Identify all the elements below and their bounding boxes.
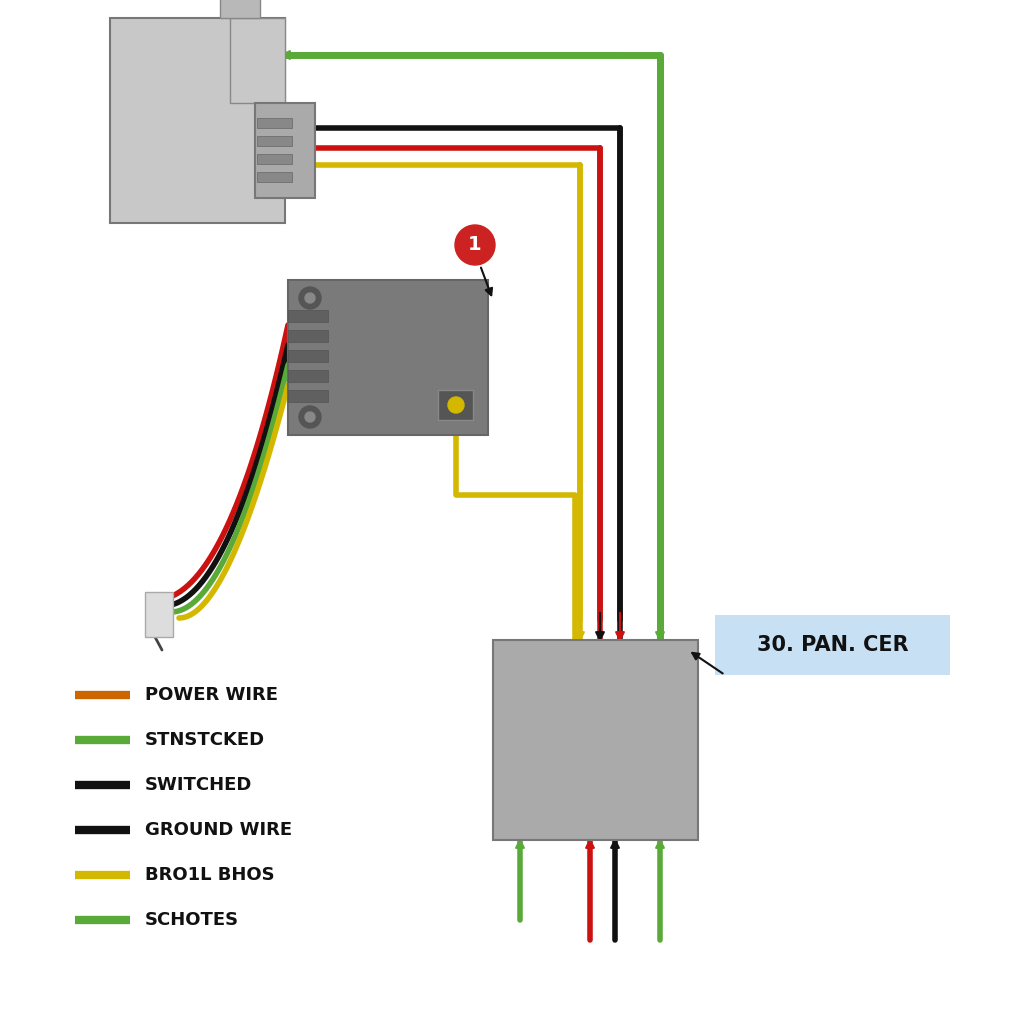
Bar xyxy=(110,18,285,223)
Circle shape xyxy=(455,225,495,265)
Circle shape xyxy=(305,412,315,422)
Bar xyxy=(493,640,698,840)
Text: 1: 1 xyxy=(468,236,482,255)
Text: BRO1L BHOS: BRO1L BHOS xyxy=(145,866,274,884)
Bar xyxy=(288,390,328,402)
Circle shape xyxy=(449,397,464,413)
Bar xyxy=(438,390,473,420)
Text: GROUND WIRE: GROUND WIRE xyxy=(145,821,292,839)
Bar xyxy=(715,615,950,675)
Circle shape xyxy=(299,287,321,309)
Circle shape xyxy=(305,293,315,303)
Text: POWER WIRE: POWER WIRE xyxy=(145,686,278,705)
Text: 30. PAN. CER: 30. PAN. CER xyxy=(757,635,908,655)
Bar xyxy=(257,154,292,164)
Bar xyxy=(257,172,292,182)
Text: SWITCHED: SWITCHED xyxy=(145,776,252,794)
Text: SCHOTES: SCHOTES xyxy=(145,911,240,929)
Bar xyxy=(145,592,173,637)
Bar xyxy=(257,136,292,146)
Circle shape xyxy=(299,406,321,428)
Bar xyxy=(288,330,328,342)
Bar xyxy=(255,103,315,198)
Bar xyxy=(288,280,488,435)
Bar xyxy=(288,310,328,322)
Bar xyxy=(257,118,292,128)
Bar xyxy=(288,370,328,382)
Bar xyxy=(288,350,328,362)
Bar xyxy=(230,18,285,103)
Text: STNSTCKED: STNSTCKED xyxy=(145,731,265,749)
Bar xyxy=(220,0,260,18)
